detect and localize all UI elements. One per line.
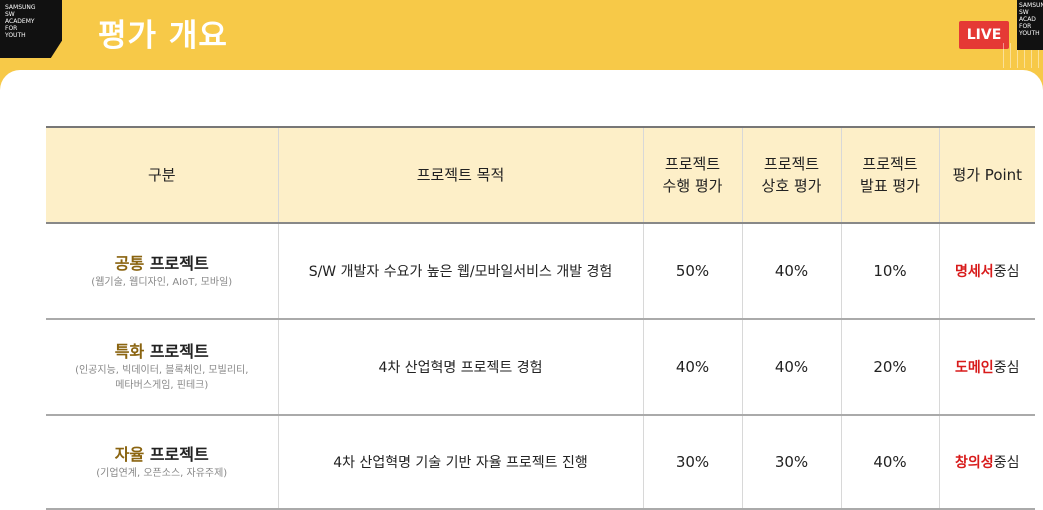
presentation-score: 10% <box>841 223 940 319</box>
point-highlight: 도메인 <box>955 360 994 376</box>
category-subtitle: (기업연계, 오픈소스, 자유주제) <box>96 467 228 479</box>
point-highlight: 창의성 <box>955 455 994 471</box>
header-presentation-line1: 프로젝트 <box>862 155 918 173</box>
category-label: 프로젝트 <box>144 444 209 464</box>
page-title: 평가 개요 <box>98 18 228 54</box>
presentation-score: 20% <box>841 319 940 415</box>
point-label: 중심 <box>993 360 1020 376</box>
category-subtitle: (웹기술, 웹디자인, AIoT, 모바일) <box>91 276 233 288</box>
category-label: 프로젝트 <box>144 342 209 361</box>
header-mutual-line1: 프로젝트 <box>763 155 820 173</box>
category-cell: 특화 프로젝트 (인공지능, 빅데이터, 블록체인, 모빌리티, 메타버스게임,… <box>46 319 279 415</box>
category-title: 특화 프로젝트 <box>46 341 278 363</box>
category-subtitle: 메타버스게임, 핀테크) <box>115 380 209 391</box>
table-header-row: 구분 프로젝트 목적 프로젝트 수행 평가 프로젝트 상호 평가 프로젝트 발표… <box>46 127 1035 223</box>
point-cell: 도메인중심 <box>939 319 1035 415</box>
header-mutual: 프로젝트 상호 평가 <box>742 127 842 223</box>
point-label: 중심 <box>993 455 1020 471</box>
presentation-score: 40% <box>841 415 940 509</box>
point-cell: 창의성중심 <box>939 415 1035 509</box>
category-highlight: 공통 <box>114 253 145 273</box>
header-purpose: 프로젝트 목적 <box>278 127 644 223</box>
mutual-score: 40% <box>742 319 842 415</box>
category-title: 공통 프로젝트 <box>46 253 278 275</box>
execution-score: 40% <box>643 319 743 415</box>
header-execution-line2: 수행 평가 <box>662 177 723 195</box>
execution-score: 30% <box>643 415 743 509</box>
point-highlight: 명세서 <box>955 264 994 280</box>
header-presentation-line2: 발표 평가 <box>860 177 920 195</box>
category-subtitle: (인공지능, 빅데이터, 블록체인, 모빌리티, <box>75 365 249 376</box>
category-cell: 자율 프로젝트 (기업연계, 오픈소스, 자유주제) <box>46 415 279 509</box>
purpose-cell: 4차 산업혁명 기술 기반 자율 프로젝트 진행 <box>278 415 644 509</box>
evaluation-table: 구분 프로젝트 목적 프로젝트 수행 평가 프로젝트 상호 평가 프로젝트 발표… <box>46 126 1035 510</box>
mutual-score: 30% <box>742 415 842 509</box>
purpose-cell: S/W 개발자 수요가 높은 웹/모바일서비스 개발 경험 <box>278 223 644 319</box>
top-bar: SAMSUNG SW ACADEMY FOR YOUTH 평가 개요 LIVE SAMS… <box>0 0 1043 70</box>
header-execution: 프로젝트 수행 평가 <box>643 127 743 223</box>
category-label: 프로젝트 <box>144 253 209 273</box>
table-row: 특화 프로젝트 (인공지능, 빅데이터, 블록체인, 모빌리티, 메타버스게임,… <box>46 319 1035 415</box>
table-row: 자율 프로젝트 (기업연계, 오픈소스, 자유주제) 4차 산업혁명 기술 기반… <box>46 415 1035 509</box>
table-row: 공통 프로젝트 (웹기술, 웹디자인, AIoT, 모바일) S/W 개발자 수… <box>46 223 1035 319</box>
header-execution-line1: 프로젝트 <box>664 155 721 173</box>
category-highlight: 자율 <box>114 444 145 464</box>
header-point: 평가 Point <box>952 166 1023 184</box>
category-cell: 공통 프로젝트 (웹기술, 웹디자인, AIoT, 모바일) <box>46 223 279 319</box>
live-badge: LIVE <box>959 21 1009 49</box>
point-cell: 명세서중심 <box>939 223 1035 319</box>
header-category: 구분 <box>46 127 279 223</box>
purpose-cell: 4차 산업혁명 프로젝트 경험 <box>278 319 644 415</box>
header-mutual-line2: 상호 평가 <box>761 177 822 195</box>
samsung-sw-academy-logo-small: SAMSUNGSWACADFORYOUTH <box>1017 0 1043 50</box>
samsung-sw-academy-logo: SAMSUNG SW ACADEMY FOR YOUTH <box>0 0 62 58</box>
point-label: 중심 <box>993 264 1020 280</box>
category-title: 자율 프로젝트 <box>46 444 278 466</box>
execution-score: 50% <box>643 223 743 319</box>
category-highlight: 특화 <box>114 342 145 361</box>
mutual-score: 40% <box>742 223 842 319</box>
header-presentation: 프로젝트 발표 평가 <box>841 127 940 223</box>
